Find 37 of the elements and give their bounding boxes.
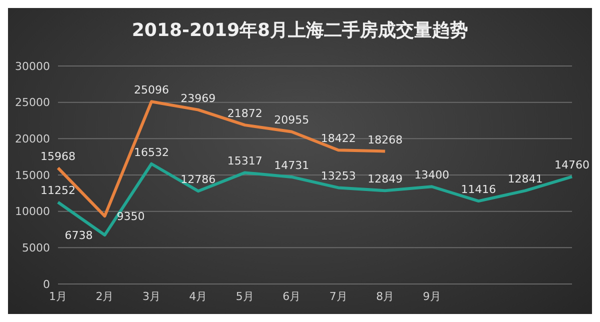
data-label: 12841 [508, 172, 543, 186]
chart-title: 2018-2019年8月上海二手房成交量趋势 [130, 19, 470, 42]
data-label: 9350 [116, 210, 145, 224]
y-tick-label: 25000 [15, 96, 50, 110]
data-label: 20955 [274, 114, 310, 127]
x-tick-label: 6月 [282, 290, 301, 303]
data-label: 16532 [134, 146, 169, 159]
data-label: 12786 [180, 173, 216, 186]
data-label: 13253 [320, 170, 356, 183]
x-tick-label: 5月 [236, 290, 254, 303]
y-tick-label: 10000 [15, 205, 50, 218]
data-label: 15968 [40, 150, 76, 163]
data-label: 12849 [368, 172, 403, 186]
x-tick-label: 4月 [189, 290, 208, 303]
data-label: 25096 [134, 84, 169, 97]
data-label: 15317 [227, 154, 262, 168]
y-tick-label: 15000 [15, 168, 50, 182]
data-label: 14731 [274, 158, 310, 172]
x-tick-label: 9月 [422, 290, 441, 303]
y-tick-label: 30000 [15, 60, 50, 73]
data-label: 13400 [414, 168, 450, 182]
y-tick-label: 5000 [22, 242, 50, 255]
y-tick-label: 20000 [15, 132, 50, 146]
data-label: 6738 [64, 229, 93, 242]
data-label: 11416 [461, 183, 496, 196]
data-label: 18268 [368, 133, 403, 146]
x-tick-label: 8月 [376, 290, 394, 303]
data-label: 18422 [320, 132, 356, 146]
x-tick-label: 1月 [49, 290, 67, 303]
x-tick-label: 2月 [96, 290, 114, 303]
x-tick-label: 7月 [329, 290, 348, 303]
data-label: 23969 [180, 92, 216, 105]
x-tick-label: 3月 [142, 290, 160, 303]
data-label: 21872 [227, 107, 262, 120]
data-label: 11252 [40, 184, 76, 198]
data-label: 14760 [554, 158, 590, 172]
y-tick-label: 0 [43, 278, 50, 291]
